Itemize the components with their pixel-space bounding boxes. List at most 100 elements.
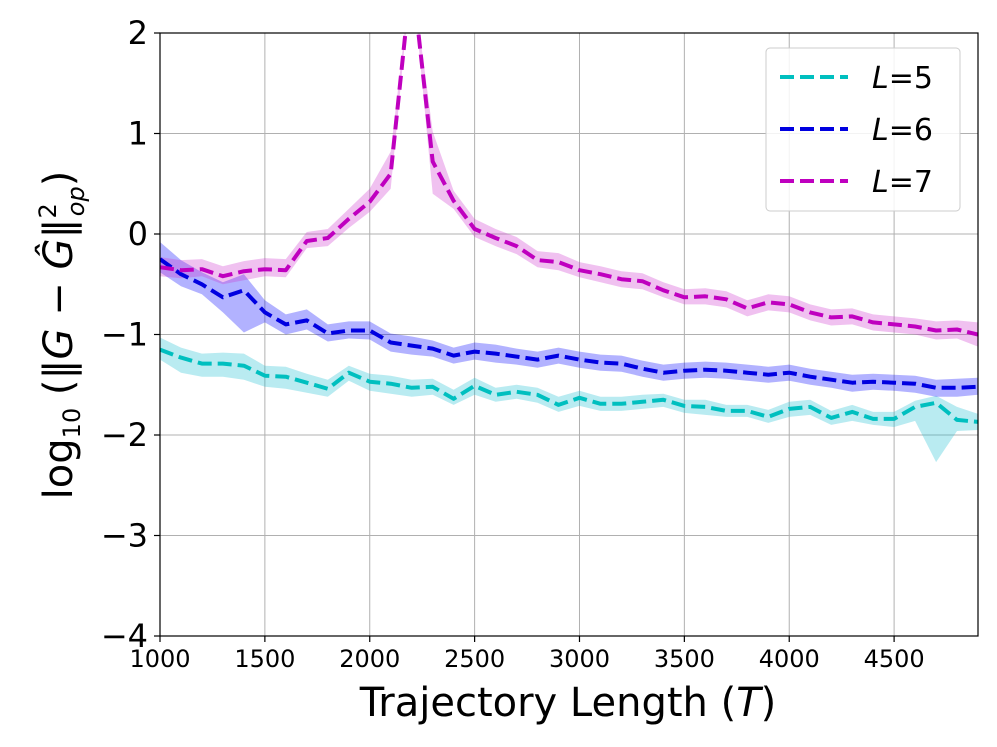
point-l-6 — [661, 370, 666, 375]
point-l-6 — [892, 380, 897, 385]
point-l-6 — [514, 354, 519, 359]
x-tick-label: 3000 — [549, 645, 610, 673]
point-l-5 — [850, 409, 855, 414]
point-l-7 — [241, 269, 246, 274]
point-l-7 — [199, 267, 204, 272]
legend-label-l-7: L=7 — [872, 165, 933, 200]
y-tick-label: −1 — [101, 316, 148, 354]
line-l-6 — [160, 257, 978, 390]
point-l-7 — [304, 239, 309, 244]
point-l-6 — [367, 328, 372, 333]
point-l-7 — [934, 328, 939, 333]
point-l-6 — [304, 318, 309, 323]
point-l-5 — [871, 416, 876, 421]
point-l-5 — [179, 355, 184, 360]
point-l-5 — [913, 404, 918, 409]
x-tick-label: 3500 — [654, 645, 715, 673]
point-l-7 — [829, 315, 834, 320]
x-tick-label: 4000 — [759, 645, 820, 673]
band-l-6 — [160, 242, 978, 397]
point-l-6 — [577, 357, 582, 362]
point-l-5 — [346, 370, 351, 375]
point-l-6 — [934, 385, 939, 390]
point-l-7 — [703, 294, 708, 299]
legend: L=5 L=6 L=7 — [765, 47, 961, 212]
point-l-5 — [745, 408, 750, 413]
series-lines — [160, 33, 978, 424]
point-l-7 — [451, 198, 456, 203]
y-tick-label: 2 — [128, 14, 148, 52]
point-l-6 — [493, 351, 498, 356]
point-l-7 — [682, 295, 687, 300]
point-l-5 — [535, 392, 540, 397]
point-l-6 — [724, 368, 729, 373]
point-l-6 — [472, 349, 477, 354]
point-l-6 — [829, 377, 834, 382]
point-l-7 — [262, 267, 267, 272]
point-l-5 — [955, 417, 960, 422]
y-tick-label: −2 — [101, 416, 148, 454]
point-l-7 — [514, 244, 519, 249]
point-l-7 — [220, 274, 225, 279]
point-l-5 — [220, 361, 225, 366]
point-l-6 — [220, 295, 225, 300]
point-l-5 — [388, 381, 393, 386]
line-l-7 — [160, 33, 978, 337]
axis-ticks: 1000 1500 2000 2500 3000 3500 4000 4500 −4 −3 −2 −1… — [101, 14, 925, 673]
point-l-7 — [556, 260, 561, 265]
point-l-6 — [325, 331, 330, 336]
point-l-7 — [850, 314, 855, 319]
point-l-7 — [619, 277, 624, 282]
x-tick-label: 2000 — [339, 645, 400, 673]
point-l-7 — [493, 236, 498, 241]
point-l-6 — [913, 381, 918, 386]
point-l-7 — [808, 310, 813, 315]
point-l-7 — [787, 302, 792, 307]
point-l-5 — [577, 395, 582, 400]
x-tick-label: 1500 — [234, 645, 295, 673]
point-l-5 — [934, 400, 939, 405]
point-l-5 — [304, 380, 309, 385]
point-l-7 — [640, 279, 645, 284]
svg-text:log10 (‖G − Ĝ‖2op): log10 (‖G − Ĝ‖2op) — [34, 171, 90, 500]
point-l-5 — [472, 383, 477, 388]
point-l-6 — [199, 282, 204, 287]
legend-label-l-5: L=5 — [872, 61, 933, 96]
point-l-6 — [451, 353, 456, 358]
point-l-6 — [535, 357, 540, 362]
point-l-5 — [556, 402, 561, 407]
point-l-6 — [703, 367, 708, 372]
point-l-6 — [787, 370, 792, 375]
point-l-5 — [703, 404, 708, 409]
point-l-6 — [766, 372, 771, 377]
point-l-7 — [598, 272, 603, 277]
line-l-5 — [160, 347, 978, 424]
point-l-6 — [262, 310, 267, 315]
point-l-5 — [661, 397, 666, 402]
point-l-6 — [430, 346, 435, 351]
point-l-5 — [892, 416, 897, 421]
point-l-5 — [808, 404, 813, 409]
y-tick-label: 1 — [128, 115, 148, 153]
y-axis-title: log10 (‖G − Ĝ‖2op) — [34, 171, 90, 500]
point-l-6 — [850, 380, 855, 385]
legend-label-l-6: L=6 — [872, 113, 933, 148]
point-l-6 — [241, 288, 246, 293]
point-l-6 — [808, 374, 813, 379]
point-l-7 — [577, 268, 582, 273]
confidence-bands — [160, 33, 978, 463]
point-l-7 — [745, 306, 750, 311]
point-l-5 — [241, 363, 246, 368]
point-l-6 — [745, 370, 750, 375]
point-l-7 — [661, 288, 666, 293]
point-l-5 — [199, 361, 204, 366]
point-l-7 — [766, 300, 771, 305]
x-tick-label: 2500 — [444, 645, 505, 673]
point-l-5 — [367, 379, 372, 384]
point-l-7 — [892, 322, 897, 327]
point-l-5 — [724, 408, 729, 413]
point-l-7 — [955, 327, 960, 332]
point-l-5 — [451, 396, 456, 401]
point-l-5 — [283, 374, 288, 379]
